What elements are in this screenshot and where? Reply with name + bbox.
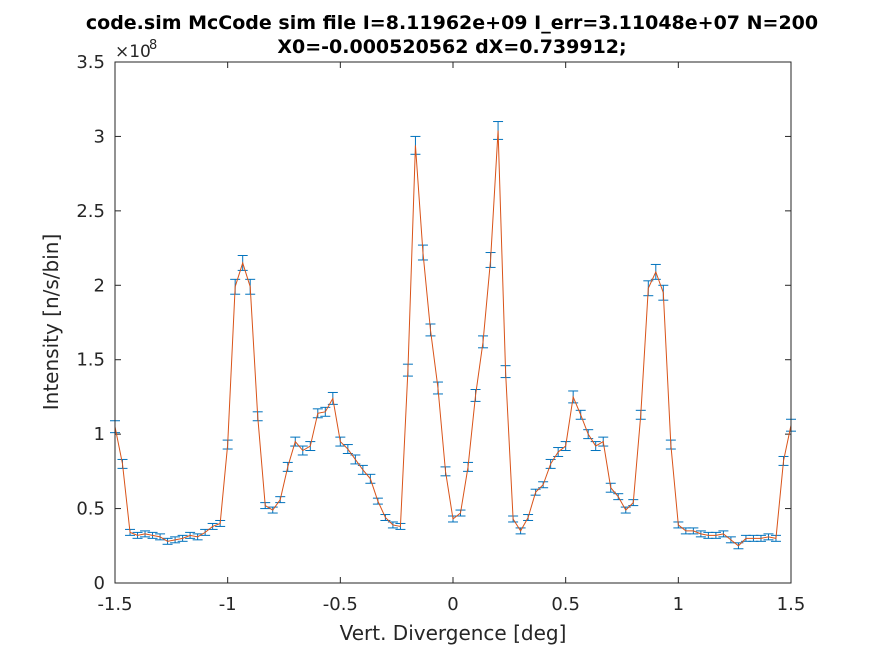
y-tick-label: 3 (94, 126, 105, 147)
x-tick-label: -0.5 (323, 594, 358, 615)
chart-title-line1: code.sim McCode sim file I=8.11962e+09 I… (86, 12, 818, 34)
y-tick-label: 3.5 (76, 52, 105, 73)
series-line (114, 130, 792, 547)
x-tick-label: 0.5 (551, 594, 580, 615)
y-exponent-power: 8 (149, 38, 157, 53)
x-tick-label: 0 (447, 594, 458, 615)
plot-area (115, 62, 791, 583)
x-axis-ticks: -1.5 -1 -0.5 0 0.5 1 1.5 (97, 62, 805, 615)
plot-frame (114, 61, 792, 584)
chart-title-line2: X0=-0.000520562 dX=0.739912; (277, 36, 626, 58)
y-exponent-base: ×10 (115, 42, 151, 62)
x-tick-label: -1 (219, 594, 237, 615)
y-tick-label: 0.5 (76, 499, 105, 520)
y-tick-label: 1 (94, 424, 105, 445)
y-axis-label: Intensity [n/s/bin] (39, 234, 63, 411)
y-tick-label: 2.5 (76, 201, 105, 222)
x-tick-label: 1 (673, 594, 684, 615)
y-axis-ticks: 0 0.5 1 1.5 2 2.5 3 3.5 (76, 52, 791, 594)
y-tick-label: 1.5 (76, 350, 105, 371)
x-tick-label: 1.5 (777, 594, 806, 615)
x-axis-label: Vert. Divergence [deg] (340, 621, 567, 645)
y-tick-label: 2 (94, 275, 105, 296)
y-tick-label: 0 (94, 573, 105, 594)
x-tick-label: -1.5 (97, 594, 132, 615)
